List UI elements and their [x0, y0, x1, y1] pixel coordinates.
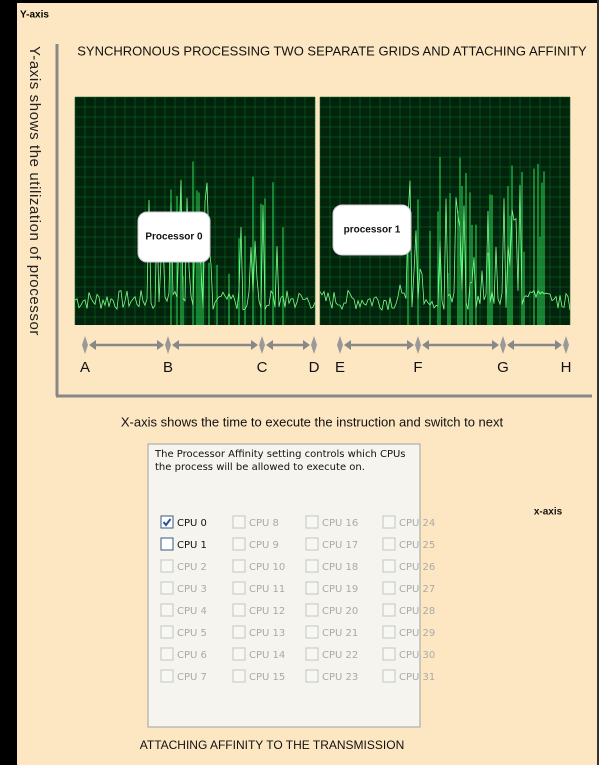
checkbox	[161, 648, 173, 660]
checkbox	[383, 670, 395, 682]
cpu-label: CPU 10	[249, 562, 285, 573]
cpu-label: CPU 2	[177, 562, 207, 573]
y-axis-label: Y-axis shows the utilization of processo…	[26, 46, 43, 336]
timeline-label: A	[80, 359, 90, 376]
cpu-label: CPU 26	[399, 562, 435, 573]
checkbox	[383, 516, 395, 528]
checkbox	[306, 582, 318, 594]
cpu-label: CPU 12	[249, 606, 285, 617]
timeline-label: G	[497, 359, 509, 376]
cpu-label: CPU 29	[399, 628, 435, 639]
checkbox	[161, 604, 173, 616]
cpu-label: CPU 31	[399, 672, 435, 683]
timeline-label: F	[413, 359, 422, 376]
title: SYNCHRONOUS PROCESSING TWO SEPARATE GRID…	[77, 43, 587, 58]
checkbox	[233, 604, 245, 616]
checkbox	[306, 670, 318, 682]
left-border	[0, 0, 17, 765]
checkbox	[161, 626, 173, 638]
checkbox	[306, 538, 318, 550]
cpu-label: CPU 27	[399, 584, 435, 595]
cpu-label: CPU 6	[177, 650, 207, 661]
timeline-label: E	[335, 359, 345, 376]
cpu-label[interactable]: CPU 1	[177, 540, 207, 551]
checkbox	[233, 670, 245, 682]
checkbox	[383, 582, 395, 594]
checkbox	[383, 604, 395, 616]
x-axis-caption: X-axis shows the time to execute the ins…	[121, 414, 504, 429]
checkbox	[306, 626, 318, 638]
cpu-label: CPU 28	[399, 606, 435, 617]
checkbox	[383, 648, 395, 660]
x-axis-label: x-axis	[534, 507, 563, 518]
top-border	[0, 0, 599, 3]
cpu-label: CPU 20	[322, 606, 358, 617]
checkbox	[161, 582, 173, 594]
cpu-label: CPU 8	[249, 518, 279, 529]
cpu-label: CPU 7	[177, 672, 207, 683]
checkbox	[233, 626, 245, 638]
panel-label: Processor 0	[145, 232, 203, 243]
cpu-label: CPU 11	[249, 584, 285, 595]
graphs: Processor 0 processor 1	[75, 97, 570, 325]
checkbox[interactable]	[161, 516, 173, 528]
cpu-label: CPU 4	[177, 606, 207, 617]
checkbox	[161, 560, 173, 572]
cpu-label[interactable]: CPU 0	[177, 518, 207, 529]
corner-label: Y-axis	[20, 10, 49, 21]
dialog-description: The Processor Affinity setting controls …	[155, 448, 415, 474]
cpu-label: CPU 15	[249, 672, 285, 683]
timeline-label: C	[257, 359, 268, 376]
checkbox[interactable]	[161, 538, 173, 550]
cpu-label: CPU 14	[249, 650, 285, 661]
cpu-label: CPU 30	[399, 650, 435, 661]
checkbox	[233, 538, 245, 550]
checkbox	[233, 560, 245, 572]
checkbox	[306, 560, 318, 572]
checkbox	[306, 516, 318, 528]
cpu-label: CPU 13	[249, 628, 285, 639]
cpu-label: CPU 22	[322, 650, 358, 661]
checkbox	[306, 604, 318, 616]
cpu-label: CPU 21	[322, 628, 358, 639]
cpu-label: CPU 18	[322, 562, 358, 573]
timeline-label: H	[561, 359, 572, 376]
cpu-label: CPU 17	[322, 540, 358, 551]
dialog-description-box: The Processor Affinity setting controls …	[155, 448, 415, 488]
checkbox	[233, 582, 245, 594]
page: Y-axis SYNCHRONOUS PROCESSING TWO SEPARA…	[0, 0, 599, 765]
panel-label: processor 1	[344, 225, 401, 236]
checkbox	[161, 670, 173, 682]
checkbox	[306, 648, 318, 660]
cpu-label: CPU 24	[399, 518, 435, 529]
cpu-label: CPU 3	[177, 584, 207, 595]
cpu-label: CPU 23	[322, 672, 358, 683]
checkbox	[383, 626, 395, 638]
timeline-label: D	[309, 359, 320, 376]
cpu-label: CPU 19	[322, 584, 358, 595]
cpu-label: CPU 5	[177, 628, 207, 639]
cpu-label: CPU 16	[322, 518, 358, 529]
checkbox	[233, 648, 245, 660]
checkbox	[233, 516, 245, 528]
checkbox	[383, 560, 395, 572]
timeline-label: B	[163, 359, 173, 376]
checkbox	[383, 538, 395, 550]
footer: ATTACHING AFFINITY TO THE TRANSMISSION	[140, 738, 404, 752]
cpu-label: CPU 25	[399, 540, 435, 551]
cpu-label: CPU 9	[249, 540, 279, 551]
